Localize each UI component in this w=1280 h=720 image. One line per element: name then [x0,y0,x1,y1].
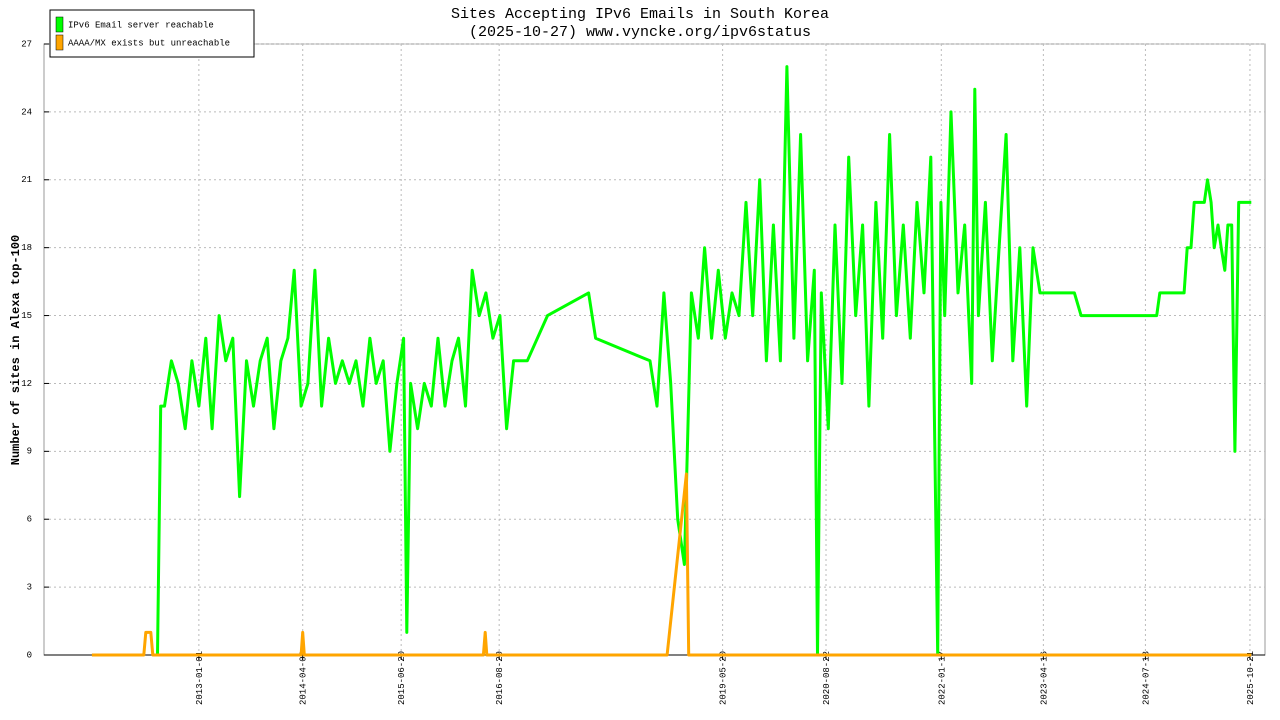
legend-label: AAAA/MX exists but unreachable [68,38,230,48]
y-tick-label: 9 [27,447,32,457]
y-axis-label: Number of sites in Alexa top-100 [9,235,23,465]
x-tick-label: 2022-01-17 [937,651,947,705]
x-tick-label: 2016-08-29 [495,651,505,705]
y-tick-label: 18 [21,243,32,253]
x-tick-label: 2013-01-01 [195,651,205,705]
y-tick-label: 6 [27,515,32,525]
series-line [91,472,1252,657]
series-line [156,65,1252,657]
y-tick-label: 3 [27,582,32,592]
y-tick-label: 0 [27,650,32,660]
chart-title: Sites Accepting IPv6 Emails in South Kor… [451,6,829,23]
x-tick-label: 2014-04-08 [299,651,309,705]
chart-subtitle: (2025-10-27) www.vyncke.org/ipv6status [469,24,811,41]
y-tick-label: 21 [21,175,32,185]
legend-swatch [55,34,64,51]
x-tick-label: 2025-10-21 [1246,651,1256,705]
x-tick-label: 2024-07-13 [1141,651,1151,705]
legend-box [49,9,255,58]
y-tick-label: 27 [21,39,32,49]
y-tick-label: 24 [21,107,32,117]
x-tick-label: 2015-06-20 [397,651,407,705]
y-tick-label: 12 [21,379,32,389]
legend: IPv6 Email server reachable AAAA/MX exist… [49,9,255,58]
y-tick-label: 15 [21,311,32,321]
x-tick-label: 2023-04-16 [1039,651,1049,705]
x-tick-label: 2020-08-22 [822,651,832,705]
legend-swatch [55,16,64,33]
legend-label: IPv6 Email server reachable [68,20,214,30]
x-tick-label: 2019-05-20 [719,651,729,705]
